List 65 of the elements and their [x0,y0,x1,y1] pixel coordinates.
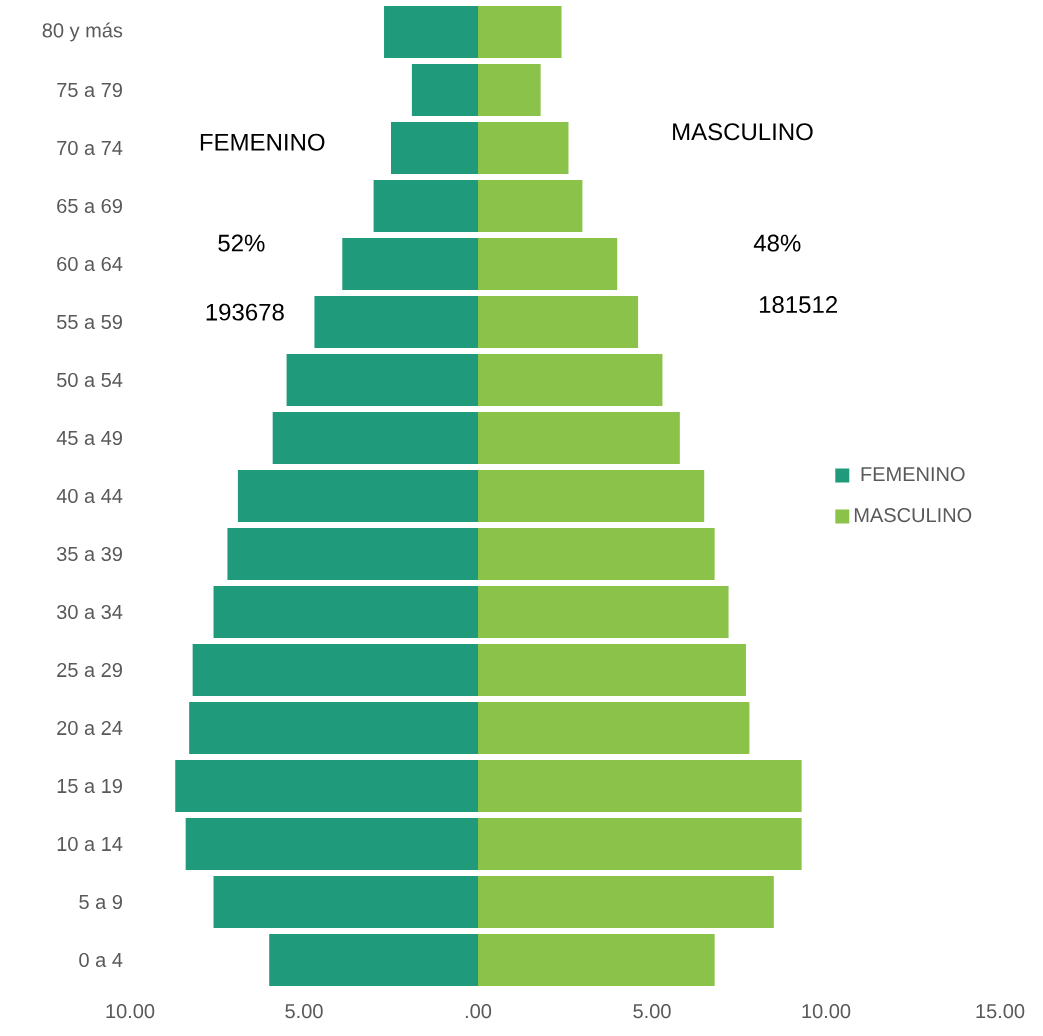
annotation: MASCULINO [673,123,813,141]
bar [478,643,746,697]
y-tick-label: 65 a 69 [57,198,122,214]
bar [478,237,618,291]
bar [227,527,478,581]
y-tick-label: 45 a 49 [56,430,122,446]
y-tick-label: 20 a 24 [57,720,123,736]
bar [175,759,478,813]
bar [373,179,478,233]
annotation: 181512 [759,296,837,314]
x-tick-label: 15.00 [976,1004,1025,1019]
y-tick-label: 10 a 14 [57,836,123,852]
bar [384,5,478,59]
bar [314,295,478,349]
bar [478,121,569,175]
y-tick-label: 30 a 34 [56,604,123,620]
annotation: 52% [218,234,265,252]
bar [391,121,478,175]
bar [478,527,715,581]
y-tick-label: 15 a 19 [57,778,122,794]
bar [192,643,478,697]
bar [478,759,802,813]
bar [213,585,478,639]
bar [478,469,705,523]
bar [478,817,802,871]
x-tick-label: 5.00 [633,1004,671,1019]
legend-label: FEMENINO [861,467,965,482]
y-tick-label: 80 y más [42,22,123,42]
x-tick-label: 5.00 [285,1004,323,1019]
y-tick-label: 70 a 74 [57,140,123,156]
x-tick-label: 10.00 [106,1004,155,1019]
y-tick-label: 50 a 54 [57,372,123,388]
x-tick-label: .00 [465,1004,492,1019]
y-tick-label: 75 a 79 [57,82,122,98]
bar [478,585,729,639]
y-tick-label: 0 a 4 [79,952,123,968]
bar [478,411,680,465]
annotation: FEMENINO [200,133,325,151]
bar [272,411,478,465]
bar [478,353,663,407]
bar [411,63,478,117]
bar [342,237,478,291]
bar [286,353,478,407]
y-tick-label: 25 a 29 [57,662,122,678]
annotation: 193678 [206,303,284,321]
y-tick-label: 40 a 44 [56,488,123,504]
bar [185,817,478,871]
x-tick-label: 10.00 [802,1004,851,1019]
y-tick-label: 35 a 39 [56,546,122,562]
bar [478,5,562,59]
bar [478,63,541,117]
bar [478,295,639,349]
bar [269,933,478,987]
annotation: 48% [753,234,801,252]
bar [478,701,750,755]
y-tick-label: 5 a 9 [79,894,122,910]
bar [478,179,583,233]
bar [478,875,774,929]
legend-label: MASCULINO [854,508,972,523]
y-tick-label: 60 a 64 [57,256,123,272]
y-tick-label: 55 a 59 [57,314,122,330]
bar [213,875,478,929]
bar [478,933,715,987]
bar [189,701,478,755]
bar [237,469,478,523]
